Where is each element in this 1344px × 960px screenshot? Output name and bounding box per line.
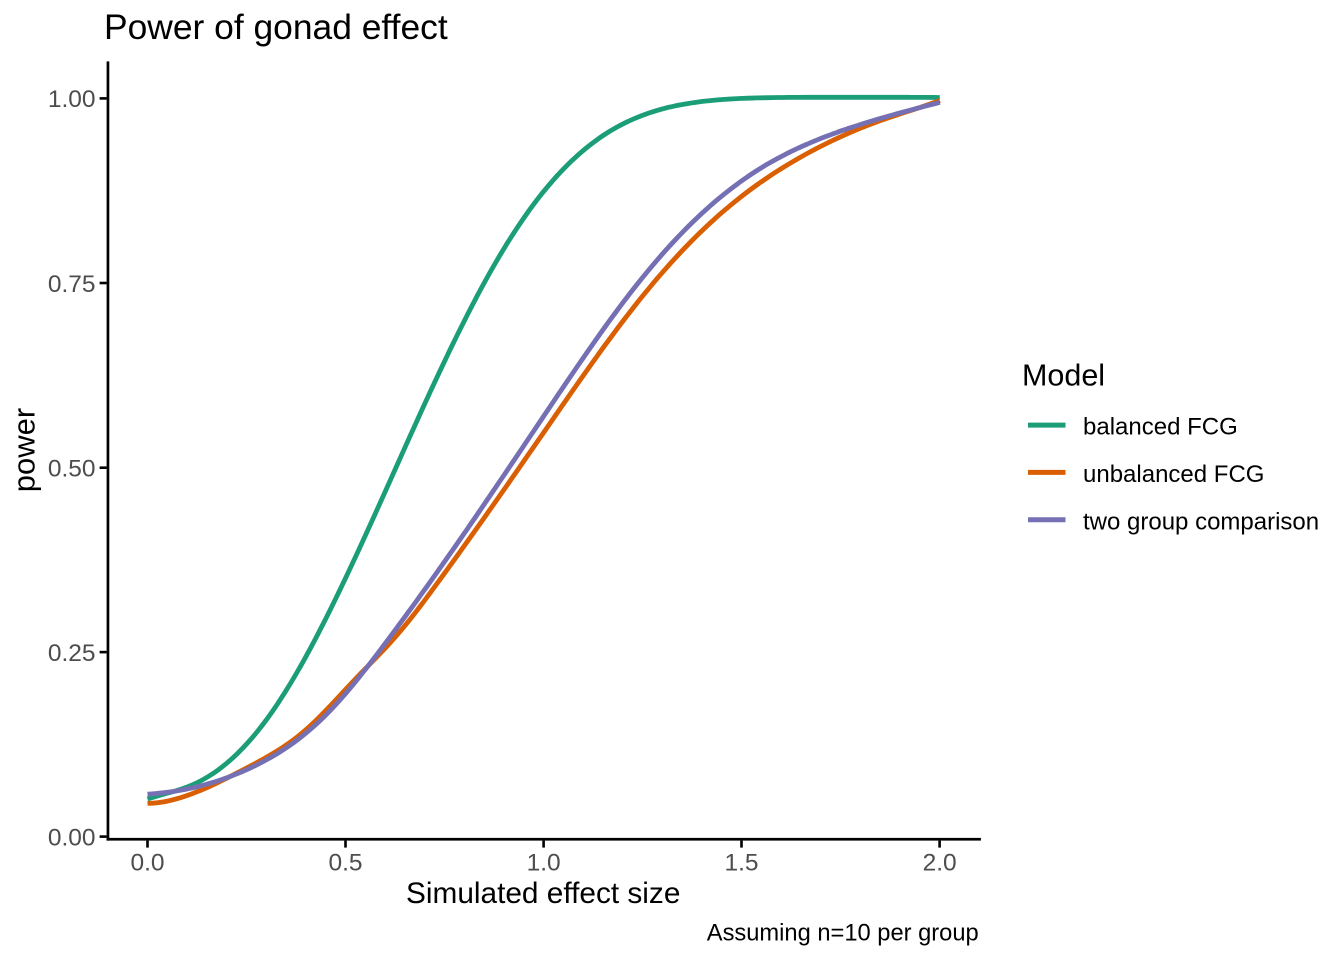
svg-text:0.75: 0.75	[48, 271, 96, 298]
svg-text:1.0: 1.0	[527, 850, 561, 877]
svg-text:Power of gonad effect: Power of gonad effect	[104, 7, 448, 47]
svg-text:0.5: 0.5	[328, 850, 362, 877]
svg-text:balanced FCG: balanced FCG	[1083, 414, 1238, 441]
svg-text:Model: Model	[1022, 359, 1105, 393]
svg-text:0.00: 0.00	[48, 824, 96, 851]
svg-text:unbalanced FCG: unbalanced FCG	[1083, 461, 1264, 488]
svg-text:2.0: 2.0	[923, 850, 957, 877]
svg-text:two group comparison: two group comparison	[1083, 508, 1319, 535]
svg-text:0.0: 0.0	[130, 850, 164, 877]
svg-text:0.25: 0.25	[48, 640, 96, 667]
svg-text:0.50: 0.50	[48, 456, 96, 483]
svg-text:power: power	[7, 408, 42, 492]
svg-text:Assuming n=10 per group: Assuming n=10 per group	[707, 920, 979, 946]
svg-text:1.5: 1.5	[724, 850, 758, 877]
svg-text:1.00: 1.00	[48, 86, 96, 113]
svg-text:Simulated effect size: Simulated effect size	[406, 877, 680, 910]
